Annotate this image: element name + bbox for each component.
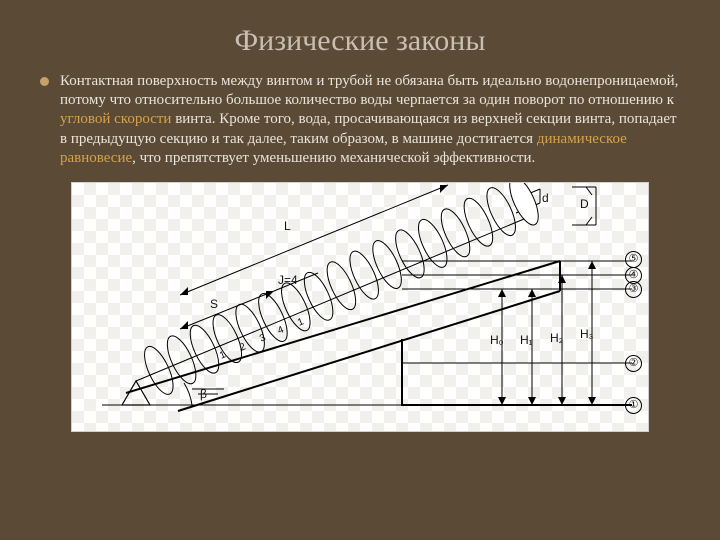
highlight-1: угловой скорости: [60, 111, 171, 127]
level-1: ①: [625, 397, 642, 414]
level-5: ⑤: [625, 251, 642, 268]
D-label: D: [580, 197, 589, 211]
body-bullet: Контактная поверхность между винтом и тр…: [40, 72, 680, 168]
H2-label: H₂: [550, 331, 563, 345]
text-seg-1: Контактная поверхность между винтом и тр…: [60, 73, 678, 108]
H1-label: H₁: [520, 333, 533, 347]
body-text: Контактная поверхность между винтом и тр…: [40, 72, 680, 168]
H0-label: H₀: [490, 333, 504, 347]
S-label: S: [210, 297, 218, 311]
d-label: d: [542, 191, 549, 205]
slide-title: Физические законы: [40, 24, 680, 58]
level-4: ④: [625, 267, 642, 284]
L-label: L: [284, 219, 291, 233]
helix-layer: [72, 183, 648, 431]
level-2: ②: [625, 355, 642, 372]
screw-diagram: β L S J=4 d D H₀ H₁ H₂ H₃ ① ② ③ ④ ⑤ 1 2 …: [71, 182, 649, 432]
angle-label: β: [200, 387, 207, 401]
text-seg-3: , что препятствует уменьшению механическ…: [132, 150, 535, 166]
slide: Физические законы Контактная поверхность…: [0, 0, 720, 540]
J-label: J=4: [278, 273, 298, 287]
H3-label: H₃: [580, 327, 594, 341]
